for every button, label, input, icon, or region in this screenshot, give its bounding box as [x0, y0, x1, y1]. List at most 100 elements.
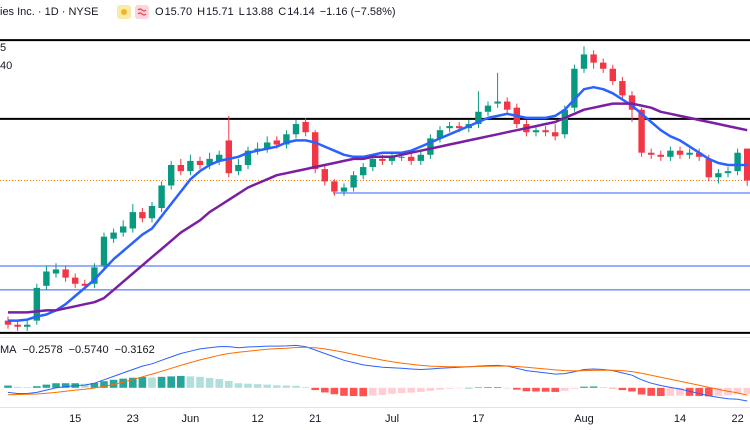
histogram-bar: [13, 386, 22, 388]
candle-body: [52, 269, 60, 274]
candle-body: [321, 169, 328, 182]
candle-body: [667, 150, 674, 157]
histogram-bar: [455, 387, 463, 389]
histogram-bar: [138, 377, 147, 388]
histogram-bar: [311, 387, 319, 391]
histogram-bar: [225, 380, 233, 388]
indicator-value: −0.2578: [23, 344, 63, 356]
candle-body: [4, 320, 12, 325]
candle-body: [62, 269, 69, 278]
candle-body: [715, 173, 722, 178]
histogram-bar: [561, 387, 569, 391]
histogram-bar: [609, 387, 617, 389]
histogram-bar: [445, 387, 454, 389]
histogram-bar: [513, 387, 521, 390]
candle-body: [244, 150, 252, 165]
x-tick-label: 17: [472, 413, 484, 425]
histogram-bar: [484, 387, 492, 388]
candle-body: [600, 62, 607, 69]
histogram-bar: [157, 376, 166, 388]
histogram-bar: [109, 379, 118, 388]
candle-body: [609, 68, 616, 82]
candle-body: [475, 111, 482, 125]
quote: O 15.70 H 15.71 L 13.88 C 14.14 −1.16 (−7.58%): [155, 6, 396, 18]
histogram-bar: [570, 387, 579, 389]
histogram-bar: [618, 387, 627, 391]
histogram-bar: [177, 375, 185, 388]
candle-body: [81, 283, 88, 286]
histogram-bar: [695, 387, 703, 397]
candle-body: [696, 152, 703, 157]
legend-entry: 40: [0, 60, 12, 72]
indicator-title: MA: [0, 344, 17, 356]
quote-value: 15.71: [206, 6, 234, 18]
candle-body: [292, 124, 300, 135]
candle-body: [14, 324, 21, 327]
candle-body: [273, 140, 280, 145]
histogram-bar: [340, 387, 348, 396]
candle-body: [561, 109, 568, 135]
histogram-bar: [81, 383, 89, 388]
histogram-bar: [628, 387, 636, 392]
quote-value: −1.16 (−7.58%): [320, 6, 396, 18]
histogram-bar: [234, 383, 243, 388]
icon: [137, 8, 147, 16]
histogram-bar: [551, 387, 559, 392]
symbol: ies Inc. · 1D · NYSE: [0, 6, 98, 18]
histogram-bar: [493, 387, 502, 388]
histogram-bar: [743, 387, 750, 394]
histogram-bar: [397, 387, 406, 394]
candle-body: [264, 142, 271, 149]
histogram-bar: [119, 378, 127, 388]
candle-body: [705, 158, 712, 178]
candle-body: [571, 68, 578, 108]
histogram-bar: [330, 387, 339, 395]
histogram-bar: [705, 387, 713, 397]
histogram-bar: [282, 385, 291, 388]
histogram-bar: [263, 384, 271, 388]
macd-line: [7, 346, 748, 396]
histogram-bar: [589, 386, 598, 388]
candle-body: [120, 226, 127, 233]
histogram-bar: [426, 387, 435, 391]
candle-body: [657, 154, 664, 157]
candle-body: [360, 167, 367, 176]
candle-body: [91, 267, 98, 284]
candle-body: [542, 130, 549, 133]
x-tick-label: 23: [127, 413, 139, 425]
candle-body: [619, 81, 626, 96]
histogram-bar: [292, 385, 300, 388]
candle-body: [446, 126, 453, 129]
x-tick-label: 15: [69, 413, 81, 425]
legend-entry: 5: [0, 42, 6, 54]
icon: [135, 5, 149, 19]
x-tick-label: Aug: [574, 413, 594, 425]
indicator-value: −0.3162: [115, 344, 155, 356]
histogram-bar: [369, 387, 377, 396]
histogram-bar: [186, 376, 195, 388]
quote-key: O: [155, 6, 164, 18]
quote-value: 15.70: [165, 6, 193, 18]
candle-body: [552, 132, 559, 137]
candle-body: [532, 130, 540, 133]
candle-body: [427, 138, 434, 155]
candle-body: [312, 132, 319, 170]
candle-body: [24, 324, 31, 327]
candle-body: [331, 181, 338, 192]
candle-body: [206, 158, 213, 165]
macd-line: [7, 344, 748, 402]
histogram-bar: [532, 387, 540, 392]
candle-body: [408, 156, 415, 161]
quote-value: 14.14: [287, 6, 315, 18]
histogram-bar: [52, 383, 60, 388]
candle-body: [456, 126, 463, 129]
x-tick-label: Jun: [182, 413, 200, 425]
histogram-bar: [503, 387, 511, 389]
histogram-bar: [647, 387, 655, 396]
histogram-bar: [733, 387, 742, 395]
candle-body: [484, 105, 492, 112]
candle-body: [283, 134, 290, 145]
histogram-bar: [196, 376, 204, 388]
